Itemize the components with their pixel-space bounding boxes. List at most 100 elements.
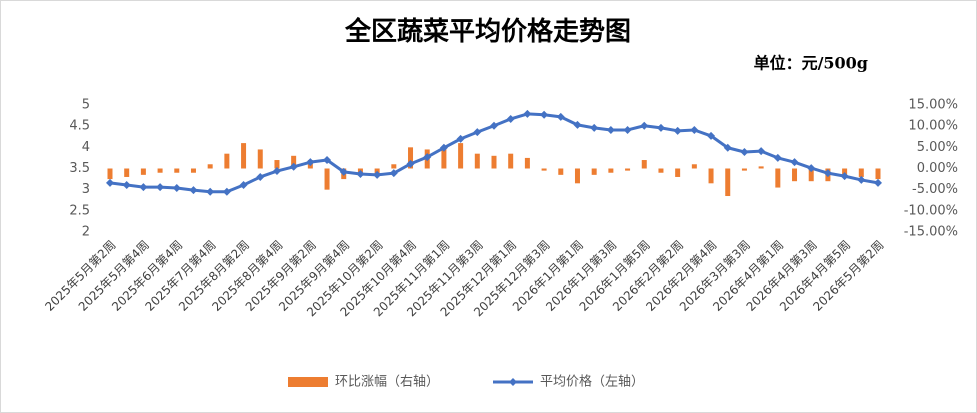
bar — [207, 164, 213, 169]
bar — [491, 155, 497, 169]
bar — [708, 168, 714, 184]
bar — [691, 164, 697, 169]
marker — [423, 153, 432, 162]
legend-label: 环比涨幅（右轴） — [335, 375, 439, 390]
bar — [257, 149, 263, 169]
bar — [725, 168, 731, 197]
bar — [574, 168, 580, 184]
marker — [540, 110, 549, 119]
marker — [473, 128, 482, 137]
bar — [291, 155, 297, 169]
unit-label: 单位：元/500g — [754, 54, 868, 73]
marker — [490, 121, 498, 130]
marker — [389, 169, 398, 178]
marker — [406, 159, 415, 168]
bar — [808, 168, 814, 182]
bar — [858, 168, 864, 177]
y2-tick-label: 0.00% — [917, 161, 958, 176]
marker — [840, 172, 849, 181]
bar — [625, 168, 631, 171]
bar — [758, 166, 764, 169]
bar — [741, 168, 747, 171]
bar — [558, 168, 564, 175]
marker — [590, 123, 599, 132]
bar — [441, 149, 447, 169]
bar — [391, 164, 397, 169]
marker — [156, 183, 165, 192]
marker — [373, 170, 382, 179]
marker — [874, 178, 882, 187]
y2-tick-label: 15.00% — [908, 98, 958, 113]
bar — [140, 168, 146, 175]
marker — [740, 147, 749, 156]
bar — [875, 168, 881, 180]
marker — [172, 183, 181, 192]
bar — [641, 160, 647, 169]
bar — [190, 168, 196, 173]
marker — [807, 164, 816, 173]
bar — [157, 168, 163, 173]
marker — [239, 181, 248, 190]
y-tick-label: 4.5 — [69, 119, 90, 134]
marker — [323, 156, 332, 165]
marker — [773, 153, 782, 162]
marker — [723, 143, 732, 152]
marker — [606, 125, 615, 134]
bar — [508, 153, 514, 169]
y2-tick-label: -15.00% — [904, 225, 958, 240]
marker — [857, 175, 866, 184]
y-tick-label: 2 — [82, 225, 90, 240]
marker — [523, 109, 532, 118]
marker — [456, 134, 465, 143]
y-tick-label: 3.5 — [69, 161, 90, 176]
y2-tick-label: -10.00% — [904, 203, 958, 218]
marker — [206, 187, 215, 196]
marker — [673, 126, 682, 135]
marker — [122, 181, 131, 190]
marker — [823, 169, 832, 178]
bar — [541, 168, 547, 171]
chart-title: 全区蔬菜平均价格走势图 — [344, 16, 631, 47]
marker — [506, 114, 515, 123]
bar — [775, 168, 781, 188]
y-tick-label: 2.5 — [69, 203, 90, 218]
marker — [289, 162, 298, 171]
bar — [324, 168, 330, 190]
marker — [640, 121, 649, 130]
bar — [608, 168, 614, 173]
marker — [189, 186, 198, 195]
bar — [474, 153, 480, 169]
marker — [790, 158, 799, 167]
bar — [675, 168, 681, 177]
y-tick-label: 4 — [82, 140, 90, 155]
marker — [623, 125, 632, 134]
bar — [174, 168, 180, 173]
marker — [272, 167, 281, 176]
bar — [458, 143, 464, 169]
marker — [690, 125, 699, 134]
marker — [707, 131, 716, 140]
y2-tick-label: 5.00% — [917, 140, 958, 155]
bar — [792, 168, 798, 182]
marker — [106, 178, 114, 187]
marker — [139, 183, 148, 192]
marker — [757, 147, 766, 156]
y2-tick-label: -5.00% — [912, 182, 958, 197]
bar — [591, 168, 597, 175]
bar — [241, 143, 247, 169]
marker — [573, 120, 582, 129]
y-tick-label: 5 — [82, 98, 90, 113]
marker — [656, 123, 665, 132]
marker — [306, 158, 315, 167]
marker — [356, 170, 365, 179]
bar — [658, 168, 664, 173]
marker — [556, 112, 565, 121]
marker — [222, 187, 231, 196]
marker — [339, 167, 348, 176]
bar — [408, 147, 414, 169]
bar — [224, 153, 230, 169]
legend-label: 平均价格（左轴） — [540, 374, 644, 390]
legend-swatch — [288, 377, 328, 387]
